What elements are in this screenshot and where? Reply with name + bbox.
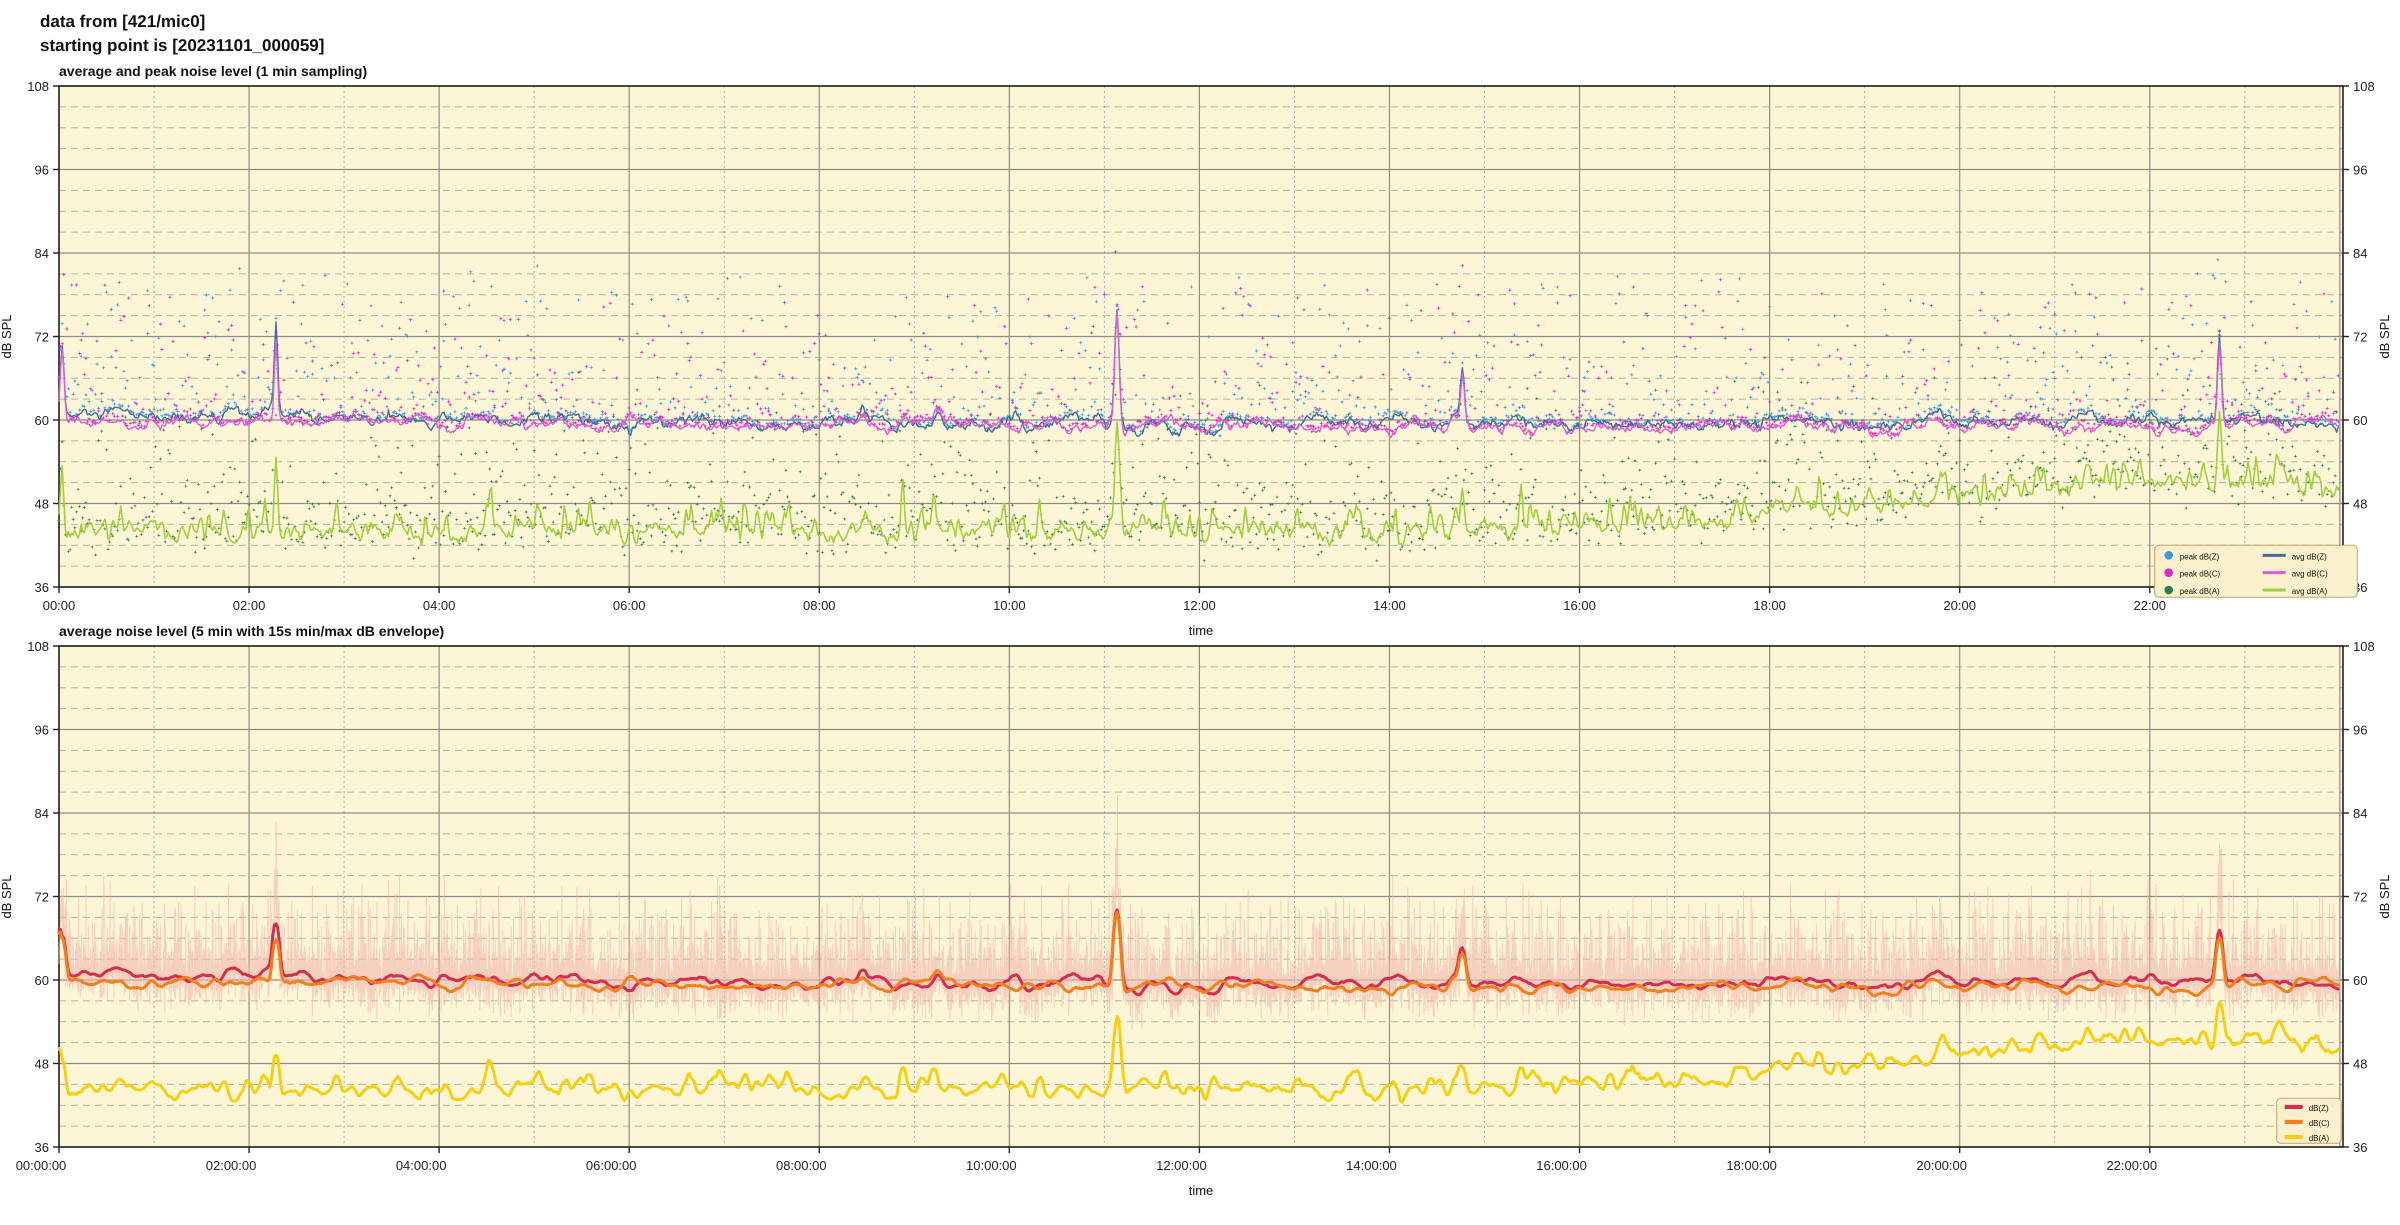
svg-text:84: 84	[2353, 246, 2367, 261]
svg-text:00:00: 00:00	[43, 598, 76, 613]
svg-text:48: 48	[2353, 1057, 2367, 1072]
svg-text:22:00:00: 22:00:00	[2106, 1158, 2157, 1173]
svg-text:06:00:00: 06:00:00	[586, 1158, 637, 1173]
svg-text:60: 60	[2353, 973, 2367, 988]
svg-text:96: 96	[2353, 723, 2367, 738]
svg-text:02:00:00: 02:00:00	[206, 1158, 257, 1173]
svg-text:96: 96	[35, 163, 49, 178]
svg-text:08:00: 08:00	[803, 598, 836, 613]
svg-text:peak dB(A): peak dB(A)	[2180, 587, 2220, 596]
svg-text:00:00:00: 00:00:00	[16, 1158, 67, 1173]
svg-text:16:00: 16:00	[1563, 598, 1596, 613]
svg-text:dB(A): dB(A)	[2309, 1134, 2330, 1143]
svg-text:22:00: 22:00	[2133, 598, 2166, 613]
svg-text:dB SPL: dB SPL	[2377, 314, 2392, 358]
svg-text:108: 108	[27, 639, 49, 654]
svg-text:72: 72	[35, 330, 49, 345]
svg-text:10:00: 10:00	[993, 598, 1026, 613]
svg-text:16:00:00: 16:00:00	[1536, 1158, 1587, 1173]
svg-text:dB SPL: dB SPL	[0, 874, 14, 918]
svg-text:72: 72	[2353, 330, 2367, 345]
svg-text:48: 48	[2353, 497, 2367, 512]
svg-text:08:00:00: 08:00:00	[776, 1158, 827, 1173]
svg-text:84: 84	[35, 246, 49, 261]
svg-text:84: 84	[35, 806, 49, 821]
svg-text:20:00: 20:00	[1943, 598, 1976, 613]
svg-text:20:00:00: 20:00:00	[1916, 1158, 1967, 1173]
svg-text:10:00:00: 10:00:00	[966, 1158, 1017, 1173]
svg-text:time: time	[1189, 1183, 1214, 1198]
svg-text:dB(Z): dB(Z)	[2309, 1104, 2329, 1113]
svg-text:average noise level (5 min wit: average noise level (5 min with 15s min/…	[59, 623, 444, 639]
svg-text:36: 36	[35, 580, 49, 595]
svg-text:dB SPL: dB SPL	[2377, 874, 2392, 918]
svg-text:36: 36	[2353, 1140, 2367, 1155]
svg-text:84: 84	[2353, 806, 2367, 821]
svg-text:48: 48	[35, 497, 49, 512]
svg-text:14:00:00: 14:00:00	[1346, 1158, 1397, 1173]
svg-text:average and peak noise level (: average and peak noise level (1 min samp…	[59, 63, 367, 79]
svg-text:avg dB(C): avg dB(C)	[2292, 570, 2328, 579]
svg-text:avg dB(A): avg dB(A)	[2292, 587, 2328, 596]
svg-text:60: 60	[35, 413, 49, 428]
svg-text:12:00:00: 12:00:00	[1156, 1158, 1207, 1173]
svg-text:peak dB(Z): peak dB(Z)	[2180, 552, 2220, 561]
svg-text:60: 60	[2353, 413, 2367, 428]
svg-text:72: 72	[2353, 890, 2367, 905]
svg-text:peak dB(C): peak dB(C)	[2180, 570, 2221, 579]
svg-text:02:00: 02:00	[233, 598, 266, 613]
svg-text:dB(C): dB(C)	[2309, 1119, 2330, 1128]
svg-text:04:00:00: 04:00:00	[396, 1158, 447, 1173]
svg-text:avg dB(Z): avg dB(Z)	[2292, 552, 2327, 561]
svg-text:60: 60	[35, 973, 49, 988]
svg-text:108: 108	[2353, 79, 2375, 94]
svg-text:18:00: 18:00	[1753, 598, 1786, 613]
svg-text:dB SPL: dB SPL	[0, 314, 14, 358]
svg-text:06:00: 06:00	[613, 598, 646, 613]
svg-text:96: 96	[35, 723, 49, 738]
svg-text:04:00: 04:00	[423, 598, 456, 613]
svg-text:36: 36	[35, 1140, 49, 1155]
svg-text:12:00: 12:00	[1183, 598, 1216, 613]
svg-text:96: 96	[2353, 163, 2367, 178]
svg-text:108: 108	[2353, 639, 2375, 654]
svg-text:108: 108	[27, 79, 49, 94]
svg-text:14:00: 14:00	[1373, 598, 1406, 613]
svg-text:48: 48	[35, 1057, 49, 1072]
svg-text:72: 72	[35, 890, 49, 905]
svg-text:18:00:00: 18:00:00	[1726, 1158, 1777, 1173]
